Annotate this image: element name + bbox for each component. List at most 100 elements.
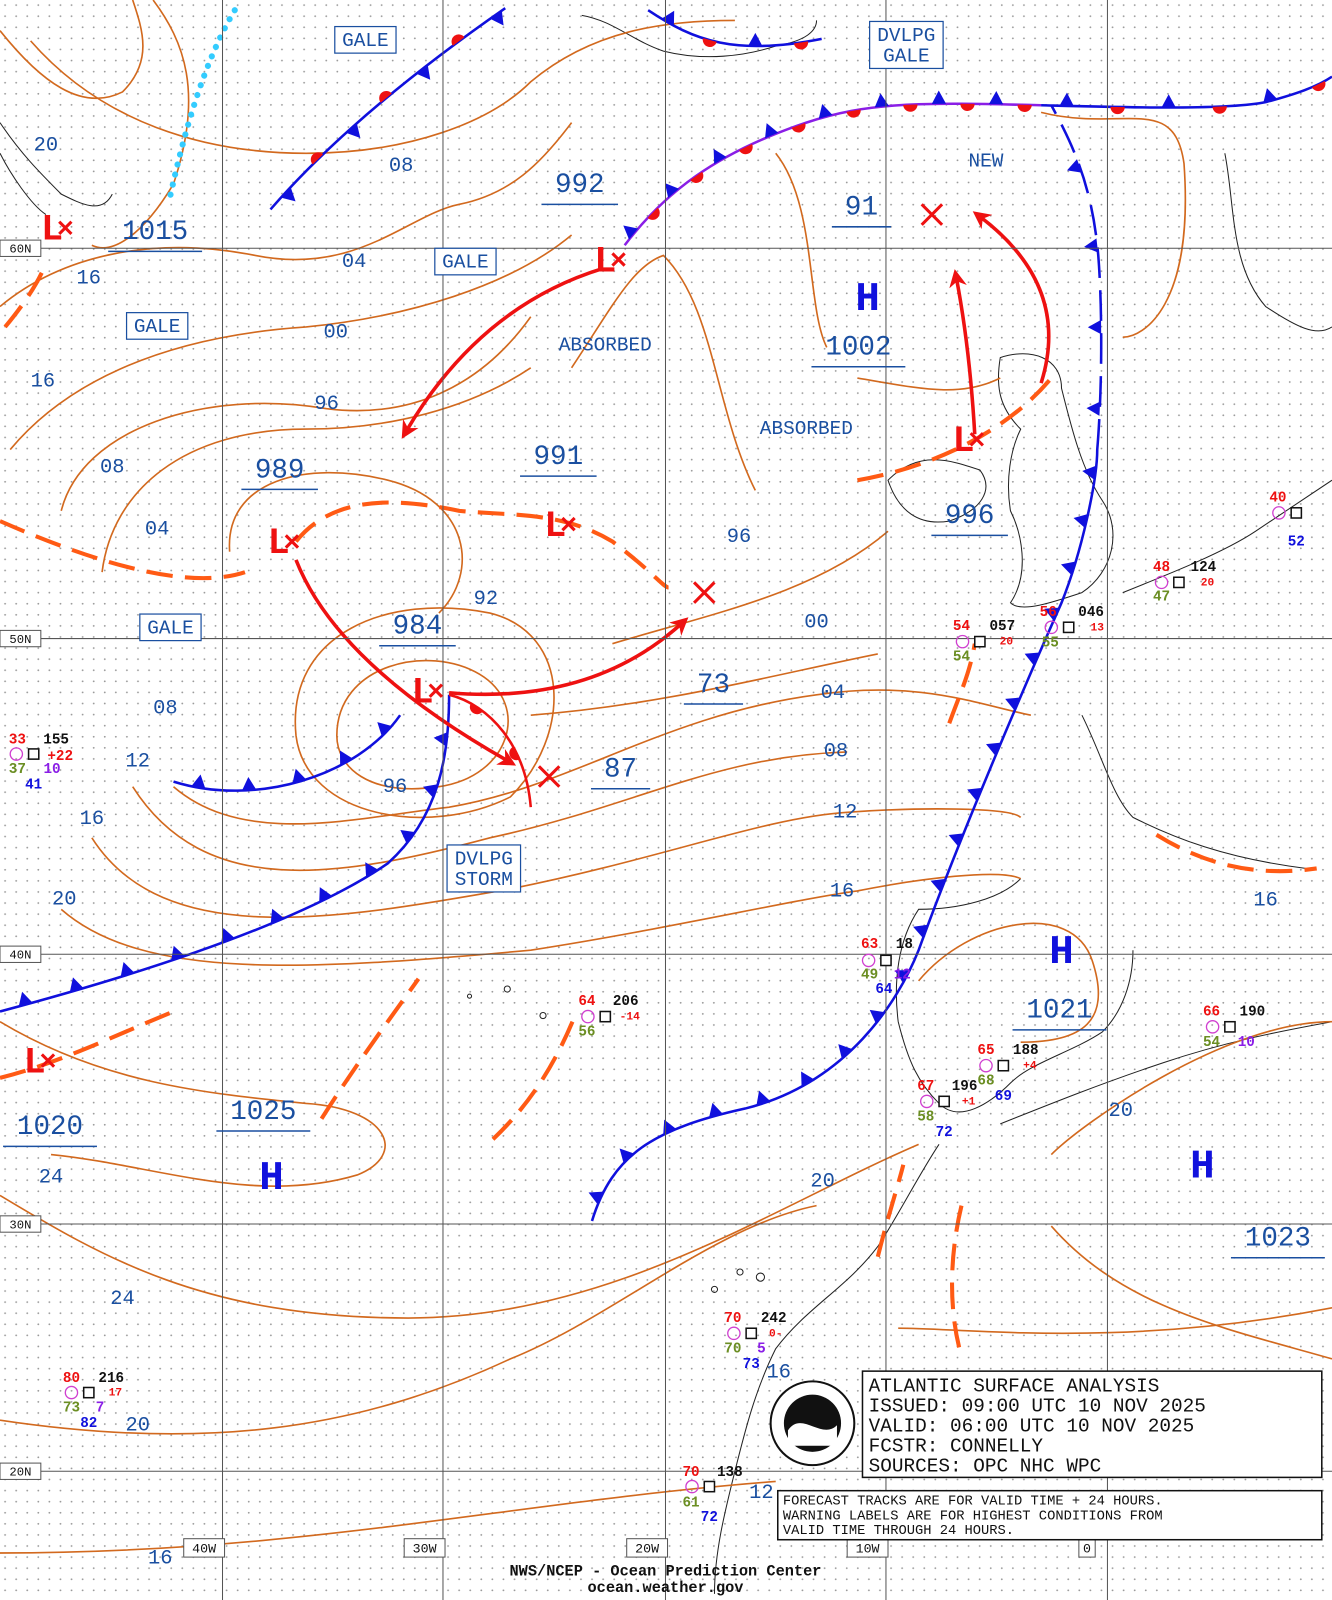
front-symbol bbox=[1161, 94, 1176, 108]
front-symbol bbox=[623, 225, 639, 240]
note-line: VALID TIME THROUGH 24 HOURS. bbox=[783, 1524, 1014, 1539]
front-symbol bbox=[292, 768, 307, 784]
station-value: 18 bbox=[896, 937, 913, 953]
station-value: -14 bbox=[620, 1012, 640, 1024]
note-box bbox=[777, 1489, 1323, 1541]
station-symbol bbox=[1290, 507, 1303, 519]
front-symbol bbox=[931, 90, 947, 104]
front bbox=[0, 694, 451, 1013]
latitude-box bbox=[0, 1215, 42, 1233]
front-symbol bbox=[748, 32, 763, 47]
isobar-label: 00 bbox=[804, 612, 828, 635]
low-center: L bbox=[41, 210, 63, 252]
pressure-center-label: 91 bbox=[845, 193, 878, 224]
front-symbol bbox=[619, 1148, 635, 1164]
warning-label: GALE bbox=[442, 252, 489, 274]
station-symbol bbox=[599, 1010, 612, 1023]
pressure-center-label: 1020 bbox=[17, 1112, 83, 1143]
station-weather bbox=[1205, 1020, 1220, 1034]
isobar-label: 96 bbox=[383, 776, 407, 799]
station-value: 73 bbox=[63, 1401, 80, 1417]
pressure-center-label: 1025 bbox=[230, 1097, 296, 1128]
latitude-box bbox=[0, 629, 42, 648]
pressure-center-label: 87 bbox=[604, 755, 637, 786]
warning-box bbox=[125, 312, 189, 340]
front-symbol bbox=[1087, 319, 1102, 335]
station-value: 70 bbox=[682, 1465, 699, 1481]
front-symbol bbox=[1061, 561, 1076, 576]
station-value: 47 bbox=[1153, 589, 1170, 605]
warning-label: GALE bbox=[342, 30, 389, 52]
high-center: H bbox=[1049, 930, 1074, 976]
station-value: 61 bbox=[682, 1496, 699, 1512]
station-value: 54 bbox=[953, 650, 971, 666]
footer-line: NWS/NCEP - Ocean Prediction Center bbox=[510, 1562, 822, 1580]
isobar-label: 24 bbox=[39, 1166, 63, 1189]
longitude-label: 0 bbox=[1083, 1541, 1091, 1556]
station-weather bbox=[955, 634, 970, 649]
annotation: ABSORBED bbox=[760, 418, 853, 440]
low-x bbox=[611, 252, 626, 267]
station-value: 188 bbox=[1013, 1043, 1039, 1059]
station-symbol bbox=[880, 954, 892, 967]
front-symbol bbox=[346, 123, 361, 139]
front-symbol bbox=[1073, 513, 1089, 528]
station-value: 67 bbox=[917, 1079, 934, 1095]
front-symbol bbox=[874, 93, 889, 108]
front-symbol bbox=[339, 750, 353, 766]
station-symbol bbox=[745, 1327, 758, 1340]
front-symbol bbox=[765, 123, 779, 139]
longitude-box bbox=[626, 1538, 669, 1558]
isobar-label: 20 bbox=[52, 888, 76, 911]
front-symbol bbox=[1311, 80, 1326, 92]
isobar-label: 16 bbox=[830, 880, 854, 903]
isobar-label: 24 bbox=[110, 1288, 134, 1311]
isobar-label: 00 bbox=[324, 321, 348, 344]
front-symbol bbox=[120, 962, 135, 977]
station-symbol bbox=[1224, 1020, 1236, 1033]
low-x bbox=[58, 220, 73, 236]
isobar-label: 16 bbox=[767, 1362, 791, 1385]
front-symbol bbox=[1044, 607, 1060, 621]
station-weather bbox=[685, 1479, 699, 1494]
station-value: 72 bbox=[701, 1510, 718, 1526]
isobar-label: 04 bbox=[342, 251, 366, 274]
isobar-label: 12 bbox=[833, 802, 857, 825]
front-symbol bbox=[846, 109, 861, 118]
title-line: SOURCES: OPC NHC WPC bbox=[869, 1455, 1102, 1477]
low-center: L bbox=[24, 1042, 46, 1084]
isobar-label: 16 bbox=[148, 1547, 172, 1570]
future-positions bbox=[537, 203, 944, 788]
front-symbol bbox=[709, 1102, 723, 1118]
station-symbol bbox=[973, 635, 986, 648]
front-symbol bbox=[930, 878, 946, 893]
front-symbol bbox=[739, 144, 753, 155]
isobar-label: 08 bbox=[153, 697, 177, 720]
isobar-label: 12 bbox=[126, 751, 150, 774]
front-symbol bbox=[713, 148, 727, 165]
front-symbol bbox=[242, 776, 257, 791]
front-symbol bbox=[894, 970, 910, 983]
forecast-tracks bbox=[294, 211, 1051, 766]
front-symbol bbox=[416, 64, 431, 80]
pressure-center-label: 991 bbox=[534, 442, 584, 473]
warning-label: DVLPG bbox=[455, 848, 513, 870]
front-symbol bbox=[221, 928, 235, 943]
warning-box bbox=[446, 844, 522, 893]
station-value: 52 bbox=[1288, 534, 1305, 550]
warning-box bbox=[139, 613, 202, 642]
front-symbol bbox=[869, 1009, 885, 1024]
station-value: 70 bbox=[724, 1341, 741, 1357]
front-symbol bbox=[280, 187, 296, 202]
annotation: NEW bbox=[969, 151, 1004, 173]
front-symbol bbox=[171, 945, 185, 961]
pressure-center-label: 1015 bbox=[122, 217, 188, 248]
front-symbol bbox=[690, 171, 704, 183]
isobar-label: 16 bbox=[77, 267, 101, 290]
station-value: 56 bbox=[1040, 605, 1057, 621]
station-value: 12 bbox=[894, 967, 911, 983]
front-symbol bbox=[18, 991, 33, 1007]
station-value: 124 bbox=[1191, 560, 1217, 576]
front-symbol bbox=[913, 924, 929, 939]
station-value: 55 bbox=[1042, 635, 1059, 651]
